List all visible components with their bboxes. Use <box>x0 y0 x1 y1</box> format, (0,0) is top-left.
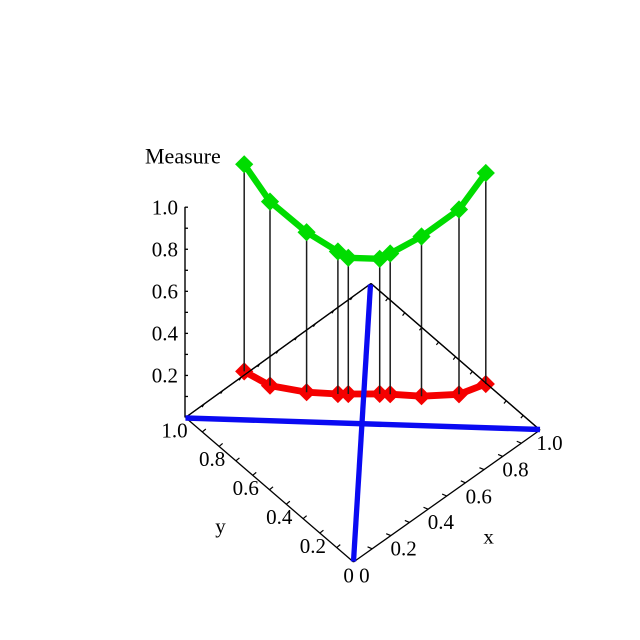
svg-text:0.4: 0.4 <box>266 505 293 529</box>
svg-text:0.6: 0.6 <box>152 280 178 304</box>
svg-text:1.0: 1.0 <box>152 195 178 219</box>
svg-text:0.2: 0.2 <box>152 364 178 388</box>
svg-text:0.4: 0.4 <box>428 510 455 534</box>
svg-text:y: y <box>215 514 226 538</box>
svg-text:0.6: 0.6 <box>233 476 259 500</box>
svg-text:0.6: 0.6 <box>466 484 492 508</box>
svg-text:1.0: 1.0 <box>536 431 562 455</box>
svg-text:0.8: 0.8 <box>152 238 178 262</box>
svg-text:0 0: 0 0 <box>343 563 369 587</box>
svg-text:Measure: Measure <box>145 144 221 169</box>
svg-text:0.4: 0.4 <box>152 322 179 346</box>
svg-text:x: x <box>483 525 494 549</box>
svg-text:0.8: 0.8 <box>199 447 225 471</box>
svg-text:0.2: 0.2 <box>390 537 416 561</box>
svg-text:0.8: 0.8 <box>502 457 528 481</box>
svg-text:0.2: 0.2 <box>300 534 326 558</box>
svg-text:1.0: 1.0 <box>161 419 187 443</box>
